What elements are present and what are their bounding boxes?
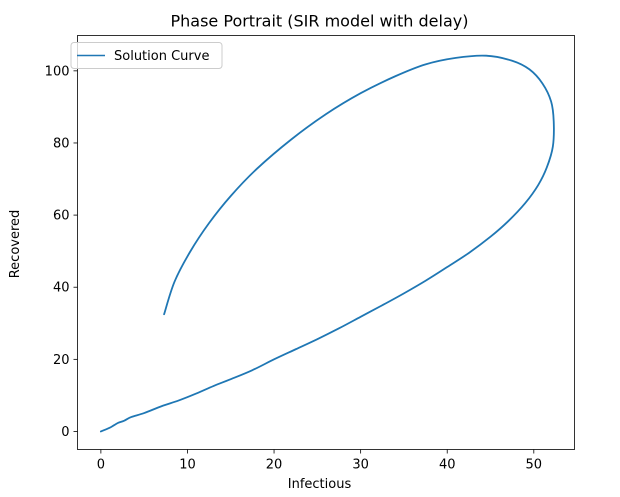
axes-frame — [77, 35, 575, 450]
solution-curve-line — [99, 54, 555, 433]
y-axis-label: Recovered — [8, 210, 23, 279]
y-tick-label: 40 — [53, 281, 70, 296]
y-tick-label: 100 — [45, 64, 70, 79]
x-axis-ticks: 0 10 20 30 40 50 — [97, 449, 543, 473]
x-tick-label: 50 — [526, 458, 543, 473]
chart-title: Phase Portrait (SIR model with delay) — [171, 12, 469, 31]
y-axis-ticks: 0 20 40 60 80 100 — [45, 64, 78, 440]
x-tick-label: 10 — [179, 458, 196, 473]
legend-box — [70, 42, 223, 69]
legend-label: Solution Curve — [114, 49, 209, 64]
legend: Solution Curve — [70, 42, 223, 69]
y-tick-label: 80 — [53, 136, 70, 151]
x-tick-label: 40 — [439, 458, 456, 473]
x-tick-label: 20 — [266, 458, 283, 473]
x-tick-label: 30 — [352, 458, 369, 473]
y-tick-label: 0 — [61, 425, 69, 440]
y-tick-label: 60 — [53, 209, 70, 224]
curve-layer — [99, 54, 555, 433]
x-axis-label: Infectious — [288, 477, 352, 492]
y-tick-label: 20 — [53, 353, 70, 368]
x-tick-label: 0 — [97, 458, 105, 473]
plot-area — [77, 35, 575, 450]
